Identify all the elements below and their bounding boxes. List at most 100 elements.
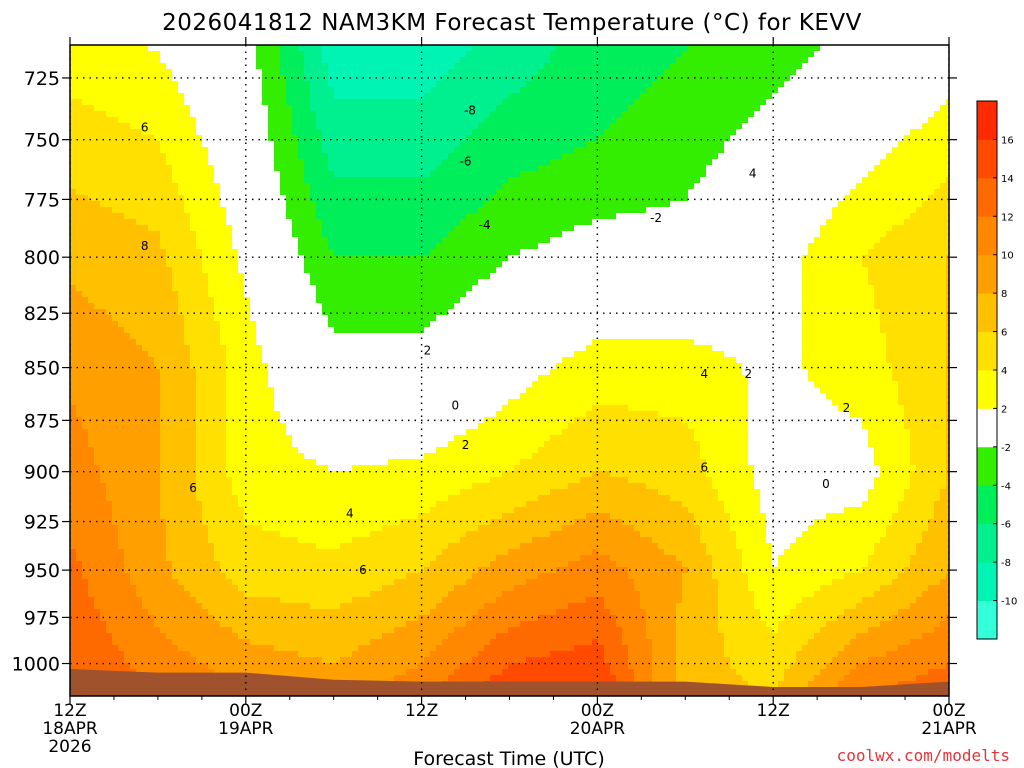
temperature-cell-456: [94, 165, 101, 172]
temperature-cell-3845: [280, 225, 287, 232]
temperature-cell-1214: [136, 135, 143, 142]
temperature-cell-2434: [202, 261, 209, 268]
temperature-cell-1604: [154, 513, 161, 520]
temperature-cell-4872: [334, 501, 341, 508]
temperature-cell-1574: [154, 333, 161, 340]
temperature-cell-3209: [244, 333, 251, 340]
temperature-cell-3312: [250, 297, 257, 304]
temperature-cell-2446: [202, 333, 209, 340]
temperature-cell-2100: [184, 219, 191, 226]
temperature-cell-1275: [136, 501, 143, 508]
temperature-cell-3865: [280, 345, 287, 352]
temperature-cell-4506: [316, 267, 323, 274]
temperature-cell-4614: [322, 261, 329, 268]
temperature-cell-1002: [124, 171, 131, 178]
temperature-cell-2273: [190, 603, 197, 610]
temperature-cell-820: [112, 387, 119, 394]
temperature-cell-4308: [304, 387, 311, 394]
temperature-cell-1209: [136, 105, 143, 112]
temperature-cell-711: [106, 387, 113, 394]
temperature-cell-2766: [220, 291, 227, 298]
temperature-cell-1351: [142, 303, 149, 310]
temperature-cell-4771: [328, 549, 335, 556]
temperature-cell-2280: [190, 645, 197, 652]
temperature-cell-3932: [286, 93, 293, 100]
temperature-cell-3329: [250, 399, 257, 406]
temperature-cell-186: [76, 507, 83, 514]
temperature-cell-3447: [256, 453, 263, 460]
temperature-cell-3565: [262, 507, 269, 514]
temperature-cell-2619: [214, 63, 221, 70]
temperature-cell-237: [82, 159, 89, 166]
temperature-cell-2236: [190, 381, 197, 388]
temperature-cell-2957: [232, 129, 239, 136]
temperature-cell-1707: [160, 477, 167, 484]
temperature-cell-408: [88, 531, 95, 538]
temperature-cell-2681: [214, 435, 221, 442]
temperature-cell-3851: [280, 261, 287, 268]
temperature-cell-4480: [316, 111, 323, 118]
temperature-cell-4398: [310, 273, 317, 280]
temperature-cell-2508: [208, 51, 215, 58]
temperature-cell-3849: [280, 249, 287, 256]
temperature-cell-2162: [184, 591, 191, 598]
temperature-cell-574: [100, 219, 107, 226]
temperature-cell-63: [70, 423, 77, 430]
temperature-cell-4921: [340, 141, 347, 148]
temperature-cell-4720: [328, 243, 335, 250]
temperature-cell-3678: [268, 531, 275, 538]
temperature-cell-3732: [274, 201, 281, 208]
temperature-cell-4489: [316, 165, 323, 172]
temperature-cell-3364: [250, 609, 257, 616]
temperature-cell-2692: [214, 501, 221, 508]
temperature-cell-4201: [298, 399, 305, 406]
temperature-cell-4549: [316, 525, 323, 532]
temperature-cell-3190: [244, 219, 251, 226]
temperature-cell-3835: [280, 165, 287, 172]
temperature-cell-4339: [304, 573, 311, 580]
temperature-cell-1521: [148, 669, 155, 676]
temperature-cell-3041: [232, 633, 239, 640]
temperature-cell-4782: [328, 615, 335, 622]
temperature-cell-3335: [250, 435, 257, 442]
temperature-cell-3779: [274, 483, 281, 490]
temperature-cell-4814: [334, 153, 341, 160]
temperature-cell-3573: [262, 555, 269, 562]
temperature-cell-3037: [232, 609, 239, 616]
temperature-cell-2151: [184, 525, 191, 532]
temperature-cell-2303: [196, 129, 203, 136]
temperature-cell-1828: [166, 549, 173, 556]
temperature-cell-2705: [214, 579, 221, 586]
temperature-cell-443: [94, 87, 101, 94]
temperature-cell-1563: [154, 267, 161, 274]
temperature-cell-1178: [130, 573, 137, 580]
temperature-cell-823: [112, 405, 119, 412]
temperature-cell-3503: [262, 135, 269, 142]
temperature-cell-2204: [190, 189, 197, 196]
temperature-cell-260: [82, 297, 89, 304]
temperature-cell-3034: [232, 591, 239, 598]
temperature-cell-320: [82, 657, 89, 664]
temperature-cell-3990: [286, 441, 293, 448]
temperature-cell-1996: [178, 249, 185, 256]
temperature-cell-2962: [232, 159, 239, 166]
temperature-cell-3395: [256, 141, 263, 148]
temperature-cell-1473: [148, 381, 155, 388]
temperature-cell-3123: [238, 471, 245, 478]
temperature-cell-1889: [172, 261, 179, 268]
temperature-cell-3808: [274, 657, 281, 664]
temperature-cell-3166: [244, 75, 251, 82]
temperature-cell-2803: [220, 513, 227, 520]
temperature-cell-3230: [244, 459, 251, 466]
temperature-cell-3074: [238, 177, 245, 184]
temperature-cell-3085: [238, 243, 245, 250]
temperature-cell-1144: [130, 369, 137, 376]
temperature-cell-3944: [286, 165, 293, 172]
temperature-cell-3046: [232, 663, 239, 670]
temperature-cell-159: [76, 345, 83, 352]
temperature-cell-683: [106, 219, 113, 226]
temperature-cell-2384: [196, 615, 203, 622]
temperature-cell-2771: [220, 321, 227, 328]
temperature-cell-2: [70, 57, 77, 64]
temperature-cell-4648: [322, 465, 329, 472]
